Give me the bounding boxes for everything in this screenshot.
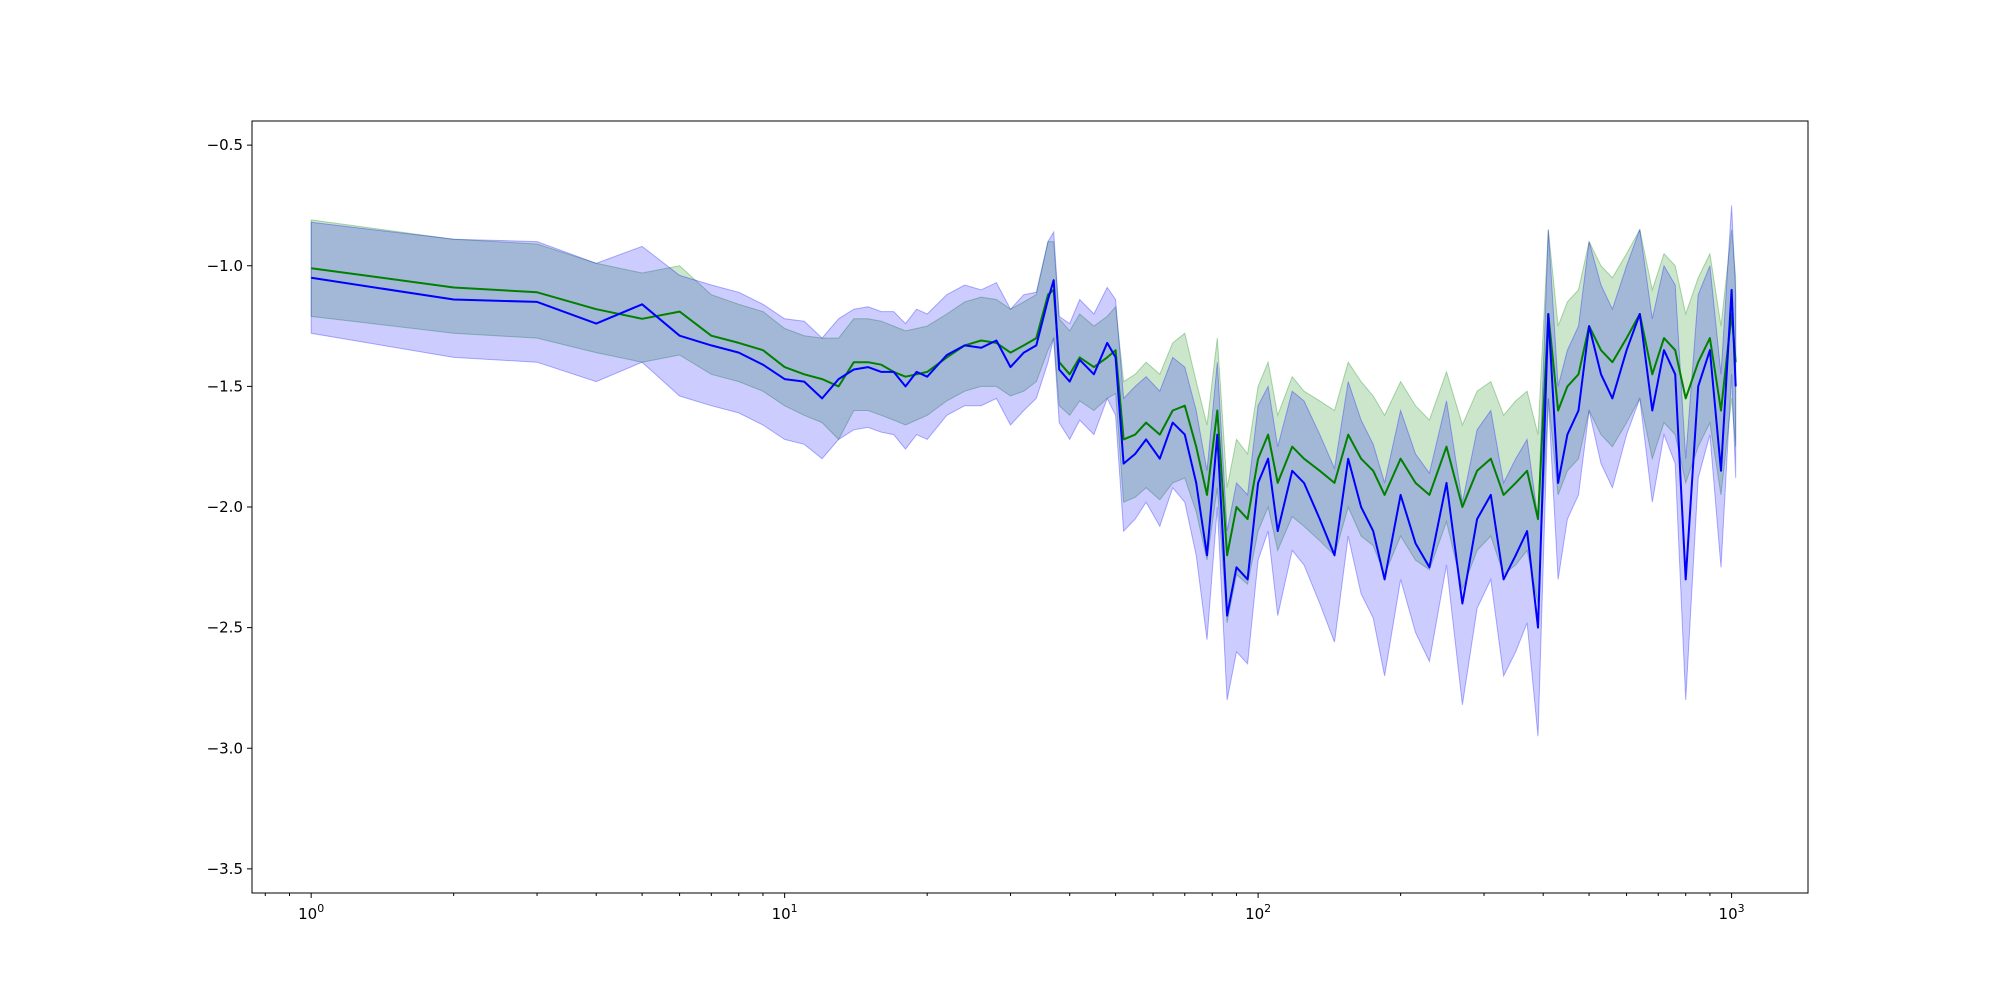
- x-tick-label-base: 10: [1719, 905, 1738, 923]
- y-tick-label: −0.5: [207, 136, 243, 154]
- y-tick-label: −2.5: [207, 619, 243, 637]
- x-tick-label-base: 10: [772, 905, 791, 923]
- y-tick-label: −2.0: [207, 498, 243, 516]
- x-axis-ticks: 100 101 102 103: [264, 893, 1745, 923]
- x-tick-label: 101: [772, 902, 798, 923]
- x-tick-label-exponent: 3: [1738, 902, 1745, 915]
- x-tick-label-exponent: 1: [791, 902, 798, 915]
- x-tick-label-exponent: 0: [317, 902, 324, 915]
- y-tick-label: −1.0: [207, 257, 243, 275]
- x-tick-label: 100: [298, 902, 324, 923]
- x-tick-label-base: 10: [298, 905, 317, 923]
- x-tick-label: 103: [1719, 902, 1745, 923]
- x-tick-label: 102: [1245, 902, 1271, 923]
- y-tick-label: −1.5: [207, 377, 243, 395]
- series-lines: [311, 267, 1737, 629]
- series-line-1: [311, 267, 1737, 557]
- confidence-band-1: [310, 219, 1737, 623]
- y-tick-label: −3.5: [207, 860, 243, 878]
- series-line-2: [311, 276, 1737, 629]
- plot-frame: [251, 120, 1809, 894]
- x-tick-label-base: 10: [1245, 905, 1264, 923]
- confidence-band-2: [310, 205, 1737, 737]
- confidence-bands: [310, 205, 1737, 737]
- x-tick-label-exponent: 2: [1264, 902, 1271, 915]
- y-tick-label: −3.0: [207, 739, 243, 757]
- y-axis-ticks: −0.5 −1.0 −1.5 −2.0 −2.5 −3.0 −3.5: [207, 136, 252, 878]
